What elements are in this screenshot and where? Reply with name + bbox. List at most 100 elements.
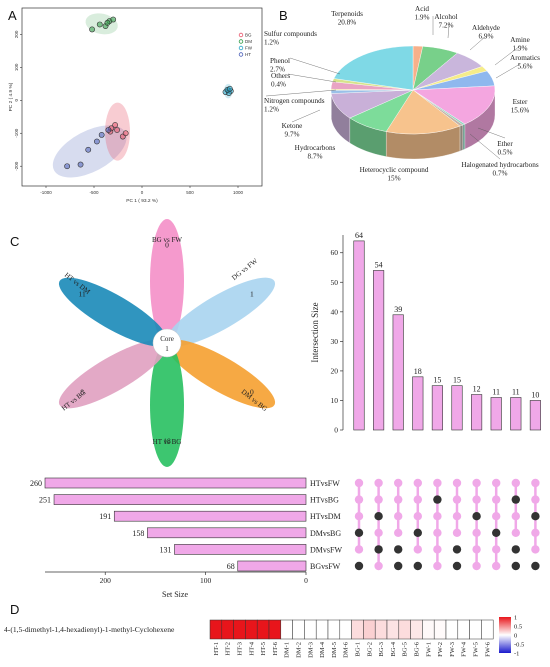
- pie-label-value: 7.2%: [439, 22, 454, 30]
- pie-label: Acid 1.9%: [415, 5, 430, 22]
- matrix-dot-active: [433, 561, 442, 571]
- petal-label: HT vs BG: [153, 438, 182, 446]
- intersection-bar: [392, 314, 404, 431]
- set-size-axis-label: Set Size: [162, 590, 188, 599]
- x-tick-label: 1000: [233, 190, 244, 195]
- pie-label-name: Terpenoids: [331, 10, 363, 18]
- set-size-value: 68: [227, 562, 235, 571]
- heatmap-row-label: 4-(1,5-dimethyl-1,4-hexadienyl)-1-methyl…: [4, 625, 175, 634]
- matrix-dot-inactive: [374, 512, 383, 521]
- set-name-label: HTvsFW: [310, 479, 340, 488]
- pie-label-name: Ester: [513, 98, 528, 106]
- matrix-dot-active: [472, 495, 481, 504]
- panel-letter-a: A: [8, 8, 17, 23]
- bar-value-label: 18: [414, 367, 422, 376]
- intersection-bar: [412, 376, 424, 431]
- heatmap-cell: [374, 619, 388, 640]
- heatmap-column-label: DM-1: [284, 642, 291, 658]
- scatter-point-bg: [114, 127, 120, 133]
- pie-label-value: 9.7%: [285, 131, 300, 139]
- matrix-dot-active: [492, 561, 501, 571]
- pie-label: Halogenated hydrocarbons 0.7%: [461, 161, 538, 178]
- matrix-dot-inactive: [452, 545, 462, 554]
- heatmap-column-label: BG-6: [414, 641, 421, 656]
- matrix-dot-active: [511, 512, 520, 521]
- bar-value-label: 11: [492, 388, 500, 397]
- matrix-dot-active: [354, 495, 364, 504]
- heatmap-cell: [363, 619, 376, 640]
- heatmap-column-label: HT-2: [225, 642, 232, 655]
- set-size-bar: [53, 494, 307, 505]
- panel-letter-b: B: [279, 8, 288, 23]
- leader-line: [469, 35, 487, 51]
- pie-chart: Terpenoids 20.8%Acid 1.9% Alcohol 7.2% Aldehy…: [264, 5, 540, 183]
- scatter-point-fw: [226, 85, 233, 92]
- scatter-point-bg: [112, 122, 119, 128]
- pie-label: Aromatics 5.6%: [510, 54, 540, 71]
- heatmap-cell: [315, 619, 329, 640]
- heatmap-cell: [221, 619, 234, 640]
- pie-slice-side: [462, 123, 466, 151]
- petal-count: 0: [165, 241, 169, 250]
- pie-label: Terpenoids 20.8%: [331, 10, 363, 27]
- set-name-label: HTvsBG: [310, 496, 339, 505]
- pie-label-name: Others: [271, 72, 290, 80]
- pie-label-name: Phenol: [270, 57, 290, 65]
- scatter-point-ht: [105, 127, 112, 133]
- matrix-dot-active: [394, 528, 403, 537]
- pie-label-value: 20.8%: [338, 19, 357, 27]
- matrix-dot-inactive: [531, 512, 540, 521]
- heatmap-cell: [398, 619, 411, 640]
- bar-value-label: 11: [512, 388, 520, 397]
- set-size-value: 158: [132, 529, 144, 538]
- x-axis-label: PC 1 ( 93.2 %): [126, 198, 158, 204]
- matrix-dot-inactive: [433, 495, 442, 504]
- matrix-dot-active: [472, 561, 481, 571]
- matrix-dot-active: [452, 478, 462, 488]
- heatmap-cell: [268, 619, 282, 640]
- pie-label-name: Amine: [510, 36, 530, 44]
- heatmap-cell: [304, 619, 317, 640]
- legend-label: FW: [245, 46, 253, 51]
- scatter-point-ht: [93, 138, 100, 145]
- set-name-label: DMvsFW: [310, 545, 342, 554]
- x-tick-label: -500: [89, 190, 99, 195]
- pie-label-value: 0.7%: [493, 170, 508, 178]
- matrix-dot-active: [433, 545, 442, 554]
- leader-line: [494, 45, 521, 66]
- pie-label: Hydrocarbons 8.7%: [295, 144, 336, 161]
- matrix-dot-active: [394, 495, 403, 504]
- pie-label-value: 1.9%: [415, 14, 430, 22]
- matrix-dot-active: [511, 528, 520, 537]
- set-size-tick-label: 0: [304, 576, 308, 585]
- heatmap-cell: [445, 619, 459, 640]
- matrix-dot-active: [433, 528, 442, 537]
- heatmap-column-label: HT-3: [237, 642, 244, 655]
- petal-count: 18: [163, 437, 171, 446]
- bar-value-label: 15: [453, 376, 461, 385]
- matrix-dot-active: [472, 478, 481, 488]
- y-tick-label: 0: [334, 426, 338, 435]
- y-tick-label: 40: [331, 307, 339, 316]
- set-size-tick-label: 100: [200, 576, 212, 585]
- heatmap-column-label: DM-6: [343, 641, 350, 658]
- set-size-bar: [174, 544, 307, 555]
- pie-label: Others 0.4%: [271, 72, 290, 89]
- set-size-value: 131: [159, 545, 171, 554]
- heatmap-cell: [327, 619, 341, 640]
- intersection-bar: [353, 240, 365, 431]
- heatmap-column-label: BG-2: [366, 642, 373, 656]
- heatmap-column-label: BG-4: [390, 641, 397, 656]
- y-tick-label: 60: [331, 248, 339, 257]
- matrix-dot-active: [413, 495, 422, 504]
- matrix-dot-active: [374, 495, 383, 504]
- y-tick-label: 20: [331, 366, 339, 375]
- heatmap-column-label: DM-5: [331, 642, 338, 658]
- pie-label-name: Heterocyclic compound: [360, 166, 429, 174]
- petal-count: 11: [79, 290, 86, 299]
- pie-label: Ether 0.5%: [497, 140, 513, 157]
- y-tick-label: 100: [14, 63, 19, 71]
- bar-value-label: 10: [531, 390, 539, 399]
